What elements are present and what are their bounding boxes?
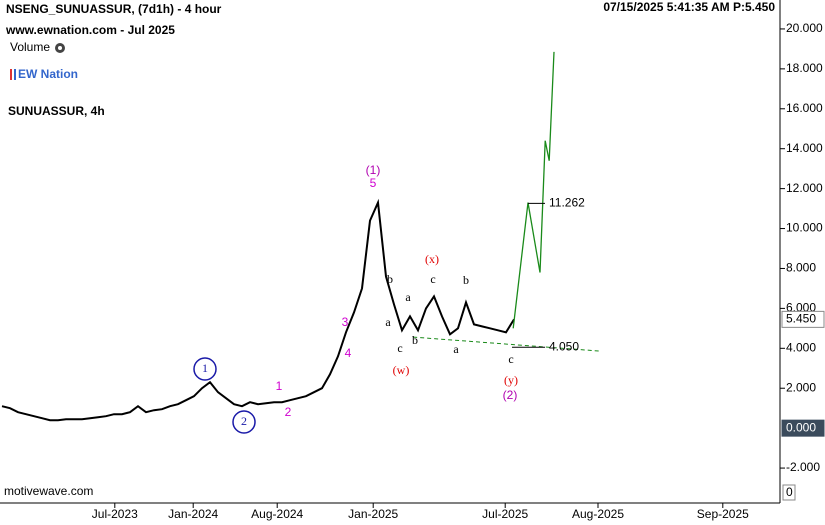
level-label: 11.262 [549,196,585,210]
x-tick-label: Jul-2025 [482,507,528,521]
wave-label: a [453,342,459,356]
y-tick-label: 4.000 [786,340,816,354]
logo: EW Nation [10,67,78,81]
price-marker-label: 5.450 [786,312,816,326]
wave-label: c [397,341,402,355]
wave-label: 2 [285,405,292,419]
volume-marker-label: 0.000 [786,420,816,434]
wave-label: b [463,273,469,287]
wave-label: (w) [393,363,410,377]
wave-label: (x) [425,252,439,266]
wave-label: b [387,272,393,286]
y-tick-label: 8.000 [786,261,816,275]
x-tick-label: Jan-2024 [168,507,218,521]
wave-label: a [385,315,391,329]
volume-axis-box [782,484,796,501]
wave-label: 1 [202,361,208,375]
y-tick-label: 10.000 [786,221,823,235]
x-tick-label: Aug-2024 [251,507,303,521]
y-tick-label: 18.000 [786,61,823,75]
x-tick-label: Jul-2023 [92,507,138,521]
wave-circle [232,410,256,434]
wave-label: 3 [342,315,349,329]
logo-text: EW Nation [18,67,78,81]
chart-title: NSENG_SUNUASSUR, (7d1h) - 4 hour [6,2,222,16]
price-line [1,198,515,422]
y-tick-label: 20.000 [786,21,823,35]
chart-subtitle: www.ewnation.com - Jul 2025 [5,23,175,37]
y-tick-label: 14.000 [786,141,823,155]
wave-label: 2 [241,414,247,428]
status-text: 07/15/2025 5:41:35 AM P:5.450 [603,0,775,14]
wave-label: b [412,333,418,347]
wave-label: (y) [504,373,518,387]
volume-label: Volume [10,40,50,54]
y-tick-label: -2.000 [786,460,820,474]
level-label: 4.050 [549,339,579,353]
volume-marker-box [781,419,825,437]
legend-panel [2,40,138,134]
x-tick-label: Jan-2025 [348,507,398,521]
wave-label: a [405,290,411,304]
wave-label: 4 [345,346,352,360]
symbol-label: SUNUASSUR, 4h [8,104,105,118]
y-tick-label: 16.000 [786,101,823,115]
x-tick-label: Aug-2025 [572,507,624,521]
wave-label: c [430,272,435,286]
wave-label: 5 [370,176,377,190]
wave-label: 1 [276,379,283,393]
wave-label: (1) [366,163,381,177]
x-tick-label: Sep-2025 [697,507,749,521]
wave-label: (2) [503,388,518,402]
price-line [512,51,555,329]
price-marker-box [781,310,825,328]
wave-label: c [508,352,513,366]
volume-axis-label: 0 [786,485,793,499]
gear-icon[interactable] [55,43,65,53]
y-tick-label: 12.000 [786,181,823,195]
trend-line [413,336,601,352]
footer: motivewave.com [4,484,93,498]
wave-circle [193,357,217,381]
y-tick-label: 2.000 [786,380,816,394]
